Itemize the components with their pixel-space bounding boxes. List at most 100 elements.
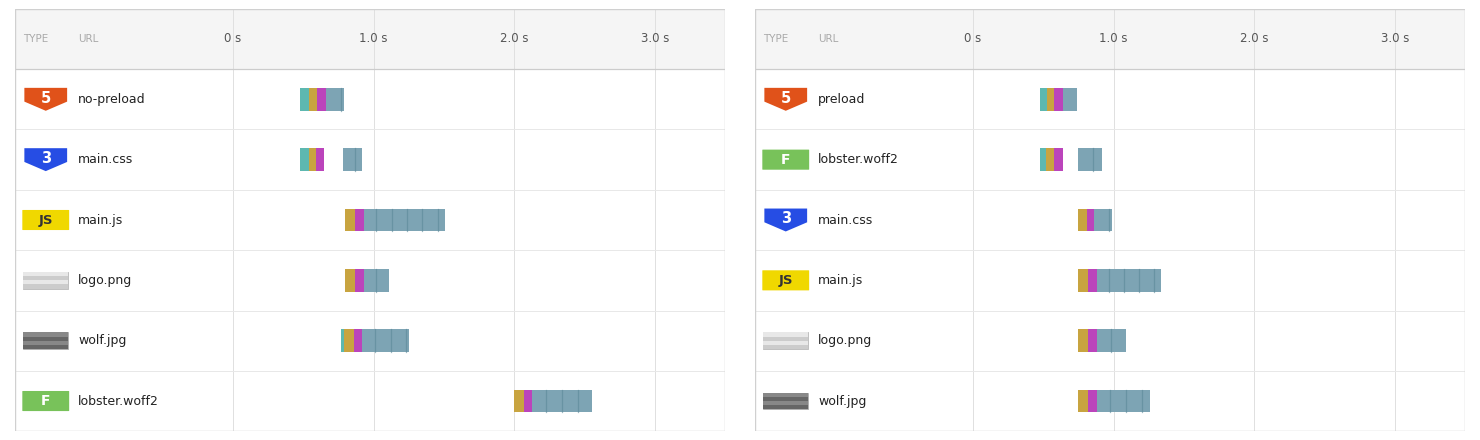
Bar <box>764 345 808 349</box>
Bar <box>764 397 808 401</box>
FancyBboxPatch shape <box>364 209 445 231</box>
Text: lobster.woff2: lobster.woff2 <box>818 153 898 166</box>
Bar <box>755 129 1465 190</box>
Text: main.css: main.css <box>818 213 873 227</box>
Bar <box>764 393 808 397</box>
FancyBboxPatch shape <box>343 329 354 352</box>
Text: 3: 3 <box>40 151 50 166</box>
FancyBboxPatch shape <box>354 329 363 352</box>
Bar <box>755 371 1465 431</box>
Text: JS: JS <box>38 213 53 227</box>
FancyBboxPatch shape <box>1046 148 1054 171</box>
Text: URL: URL <box>818 34 839 44</box>
FancyBboxPatch shape <box>1094 209 1111 231</box>
FancyBboxPatch shape <box>1088 389 1097 412</box>
FancyBboxPatch shape <box>1048 88 1054 111</box>
FancyBboxPatch shape <box>1097 389 1150 412</box>
FancyBboxPatch shape <box>355 209 364 231</box>
FancyBboxPatch shape <box>1088 329 1097 352</box>
Text: F: F <box>41 394 50 408</box>
Bar <box>15 190 725 250</box>
Bar <box>15 129 725 190</box>
Text: 3.0 s: 3.0 s <box>641 33 669 45</box>
Text: 0 s: 0 s <box>963 33 981 45</box>
FancyBboxPatch shape <box>315 148 324 171</box>
FancyBboxPatch shape <box>342 329 343 352</box>
Text: 2.0 s: 2.0 s <box>500 33 528 45</box>
FancyBboxPatch shape <box>345 269 355 292</box>
Bar <box>764 333 808 337</box>
Bar <box>764 405 808 409</box>
FancyBboxPatch shape <box>22 210 70 230</box>
Text: no-preload: no-preload <box>78 93 145 106</box>
Text: main.js: main.js <box>78 213 123 227</box>
FancyBboxPatch shape <box>1097 269 1162 292</box>
Bar <box>15 311 725 371</box>
FancyBboxPatch shape <box>1086 209 1094 231</box>
Bar <box>764 341 808 345</box>
Text: logo.png: logo.png <box>818 334 872 347</box>
FancyBboxPatch shape <box>345 209 355 231</box>
FancyBboxPatch shape <box>364 269 389 292</box>
Text: 2.0 s: 2.0 s <box>1240 33 1268 45</box>
Text: TYPE: TYPE <box>764 34 789 44</box>
Bar <box>15 250 725 311</box>
Text: wolf.jpg: wolf.jpg <box>818 395 866 407</box>
Polygon shape <box>24 148 67 171</box>
Text: 3: 3 <box>780 211 790 226</box>
FancyBboxPatch shape <box>300 148 309 171</box>
FancyBboxPatch shape <box>764 333 808 349</box>
Polygon shape <box>764 209 807 231</box>
FancyBboxPatch shape <box>1054 148 1063 171</box>
Text: 1.0 s: 1.0 s <box>1100 33 1128 45</box>
FancyBboxPatch shape <box>355 269 364 292</box>
FancyBboxPatch shape <box>326 88 343 111</box>
Text: wolf.jpg: wolf.jpg <box>78 334 126 347</box>
FancyBboxPatch shape <box>533 389 592 412</box>
FancyBboxPatch shape <box>1088 269 1097 292</box>
FancyBboxPatch shape <box>309 148 315 171</box>
Bar <box>755 190 1465 250</box>
FancyBboxPatch shape <box>309 88 317 111</box>
Text: preload: preload <box>818 93 866 106</box>
FancyBboxPatch shape <box>317 88 326 111</box>
FancyBboxPatch shape <box>1097 329 1126 352</box>
Bar <box>755 250 1465 311</box>
Bar <box>755 69 1465 129</box>
Bar <box>15 69 725 129</box>
Bar <box>15 9 725 69</box>
FancyBboxPatch shape <box>363 329 408 352</box>
Text: 0 s: 0 s <box>223 33 241 45</box>
FancyBboxPatch shape <box>524 389 533 412</box>
Text: URL: URL <box>78 34 99 44</box>
FancyBboxPatch shape <box>24 333 68 349</box>
FancyBboxPatch shape <box>24 272 68 289</box>
FancyBboxPatch shape <box>342 148 363 171</box>
FancyBboxPatch shape <box>514 389 524 412</box>
Polygon shape <box>764 88 807 111</box>
Text: lobster.woff2: lobster.woff2 <box>78 395 158 407</box>
Text: TYPE: TYPE <box>24 34 49 44</box>
FancyBboxPatch shape <box>1063 88 1077 111</box>
Text: F: F <box>781 153 790 167</box>
FancyBboxPatch shape <box>1079 389 1088 412</box>
Text: main.css: main.css <box>78 153 133 166</box>
Bar <box>15 371 725 431</box>
Bar <box>24 341 68 345</box>
Bar <box>24 345 68 349</box>
Bar <box>24 337 68 341</box>
FancyBboxPatch shape <box>1040 88 1048 111</box>
Bar <box>764 337 808 341</box>
Bar <box>755 9 1465 69</box>
Bar <box>24 276 68 280</box>
FancyBboxPatch shape <box>1079 148 1103 171</box>
Text: logo.png: logo.png <box>78 274 132 287</box>
FancyBboxPatch shape <box>1079 269 1088 292</box>
Bar <box>24 272 68 276</box>
Bar <box>755 311 1465 371</box>
Bar <box>24 285 68 289</box>
FancyBboxPatch shape <box>1079 329 1088 352</box>
FancyBboxPatch shape <box>764 393 808 409</box>
FancyBboxPatch shape <box>1079 209 1086 231</box>
Bar <box>24 333 68 337</box>
